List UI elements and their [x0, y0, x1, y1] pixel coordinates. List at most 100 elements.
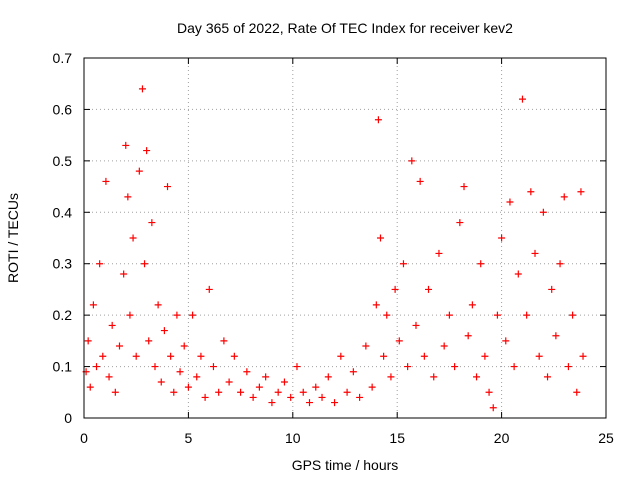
- data-point: [135, 167, 143, 175]
- data-point: [498, 234, 506, 242]
- data-point: [126, 311, 134, 319]
- data-point: [489, 404, 497, 412]
- data-point: [473, 373, 481, 381]
- y-tick-label: 0.4: [53, 204, 73, 220]
- data-point: [579, 352, 587, 360]
- data-point: [556, 260, 564, 268]
- data-point: [368, 383, 376, 391]
- chart-title: Day 365 of 2022, Rate Of TEC Index for r…: [177, 20, 513, 36]
- data-point: [372, 301, 380, 309]
- data-point: [564, 363, 572, 371]
- y-tick-label: 0.2: [53, 307, 73, 323]
- data-point: [225, 378, 233, 386]
- data-point: [180, 342, 188, 350]
- x-tick-label: 0: [80, 430, 88, 446]
- data-point: [430, 373, 438, 381]
- data-point: [435, 249, 443, 257]
- data-point: [376, 234, 384, 242]
- data-point: [280, 378, 288, 386]
- data-point: [108, 321, 116, 329]
- data-point: [391, 285, 399, 293]
- data-point: [215, 388, 223, 396]
- y-axis-label: ROTI / TECUs: [5, 193, 21, 283]
- x-tick-label: 5: [185, 430, 193, 446]
- data-point: [477, 260, 485, 268]
- data-point: [173, 311, 181, 319]
- data-point: [464, 332, 472, 340]
- data-point: [93, 363, 101, 371]
- data-point: [349, 368, 357, 376]
- grid-lines: [84, 58, 606, 418]
- data-point: [502, 337, 510, 345]
- data-point: [485, 388, 493, 396]
- data-point: [412, 321, 420, 329]
- data-point: [154, 301, 162, 309]
- data-point: [343, 388, 351, 396]
- plot-frame: [83, 57, 607, 419]
- data-point: [399, 260, 407, 268]
- data-point: [460, 183, 468, 191]
- data-point: [197, 352, 205, 360]
- data-point: [527, 188, 535, 196]
- x-tick-label: 15: [389, 430, 405, 446]
- data-point: [318, 393, 326, 401]
- data-point: [573, 388, 581, 396]
- x-axis-label: GPS time / hours: [292, 457, 399, 473]
- data-point: [170, 388, 178, 396]
- data-point: [89, 301, 97, 309]
- axis-ticks: 0 5 10 15 20 25 0 0.1 0.2 0.3 0.4 0.5 0.6 0.7: [53, 50, 614, 446]
- data-point: [420, 352, 428, 360]
- data-point: [124, 193, 132, 201]
- data-point: [243, 368, 251, 376]
- data-point: [324, 373, 332, 381]
- data-point: [374, 116, 382, 124]
- data-point: [331, 399, 339, 407]
- data-point: [143, 147, 151, 155]
- data-point: [115, 342, 123, 350]
- y-tick-label: 0.6: [53, 101, 73, 117]
- data-point: [362, 342, 370, 350]
- data-point: [122, 141, 130, 149]
- data-point: [220, 337, 228, 345]
- data-point: [408, 157, 416, 165]
- data-point: [141, 260, 149, 268]
- data-point: [151, 363, 159, 371]
- data-point: [189, 311, 197, 319]
- data-point: [111, 388, 119, 396]
- data-point: [105, 373, 113, 381]
- data-point: [440, 342, 448, 350]
- data-points: [82, 85, 587, 412]
- data-point: [468, 301, 476, 309]
- data-point: [120, 270, 128, 278]
- data-point: [132, 352, 140, 360]
- data-point: [293, 363, 301, 371]
- data-point: [481, 352, 489, 360]
- y-tick-label: 0.5: [53, 153, 73, 169]
- data-point: [184, 383, 192, 391]
- data-point: [86, 383, 94, 391]
- y-tick-label: 0: [64, 410, 72, 426]
- x-tick-label: 20: [494, 430, 510, 446]
- data-point: [404, 363, 412, 371]
- data-point: [145, 337, 153, 345]
- data-point: [138, 85, 146, 93]
- data-point: [416, 177, 424, 185]
- data-point: [102, 177, 110, 185]
- data-point: [287, 393, 295, 401]
- data-point: [523, 311, 531, 319]
- data-point: [395, 337, 403, 345]
- data-point: [535, 352, 543, 360]
- data-point: [518, 95, 526, 103]
- data-point: [299, 388, 307, 396]
- data-point: [157, 378, 165, 386]
- data-point: [268, 399, 276, 407]
- x-tick-label: 25: [598, 430, 614, 446]
- data-point: [539, 208, 547, 216]
- data-point: [548, 285, 556, 293]
- data-point: [456, 219, 464, 227]
- data-point: [160, 327, 168, 335]
- data-point: [96, 260, 104, 268]
- data-point: [274, 388, 282, 396]
